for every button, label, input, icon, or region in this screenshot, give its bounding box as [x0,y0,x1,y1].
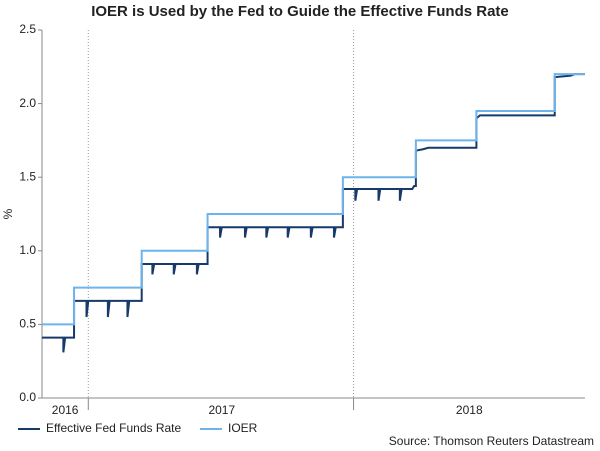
legend-label: IOER [228,421,258,435]
y-tick-label: 1.0 [19,243,36,257]
y-tick-label: 0.5 [19,317,36,331]
y-axis-label: % [1,208,15,219]
y-tick-label: 2.0 [19,96,36,110]
x-tick-label: 2018 [456,403,483,417]
y-tick-label: 2.5 [19,22,36,36]
legend-label: Effective Fed Funds Rate [46,421,182,435]
source-note: Source: Thomson Reuters Datastream [389,434,594,448]
y-tick-label: 0.0 [19,390,36,404]
y-tick-label: 1.5 [19,169,36,183]
x-tick-label: 2017 [208,403,235,417]
chart-title: IOER is Used by the Fed to Guide the Eff… [91,3,509,20]
line-series [42,73,585,353]
x-tick-label: 2016 [52,403,79,417]
line-series [42,73,585,326]
